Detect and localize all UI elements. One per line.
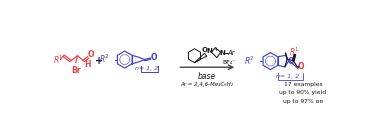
Text: $R^2$: $R^2$ [99,53,110,65]
Text: O: O [87,50,94,59]
Text: O: O [150,53,157,62]
Polygon shape [293,55,296,61]
Text: n= 1, 2: n= 1, 2 [276,74,299,79]
Text: +: + [213,47,218,52]
Text: $R^1$: $R^1$ [53,53,64,66]
Text: O: O [298,62,304,71]
Text: $R^2$: $R^2$ [244,54,255,66]
Text: O: O [288,57,294,66]
Text: N: N [206,48,212,54]
Text: H: H [84,60,91,69]
Text: O: O [202,47,208,53]
Text: up to 90% yield: up to 90% yield [279,90,327,95]
Text: +: + [95,56,103,66]
Text: n= 1, 2: n= 1, 2 [135,66,158,71]
Text: base: base [198,72,217,81]
Text: up to 97% ee: up to 97% ee [283,99,323,104]
Text: N: N [219,50,225,56]
Text: Br: Br [71,66,81,76]
Text: Ar: Ar [227,50,235,56]
Text: $R^1$: $R^1$ [290,46,300,58]
Text: BF₄⁻: BF₄⁻ [222,60,236,65]
Text: 17 examples: 17 examples [284,82,322,87]
Text: Ar = 2,4,6-Me₃C₆H₂: Ar = 2,4,6-Me₃C₆H₂ [181,82,234,87]
